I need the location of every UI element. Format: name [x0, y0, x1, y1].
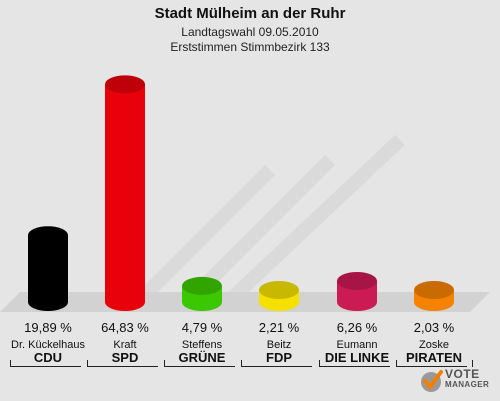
bar-die-linke: [337, 271, 377, 311]
category-tick: [472, 360, 473, 367]
value-label: 6,26 %: [336, 320, 378, 335]
logo-subtext: MANAGER: [445, 380, 490, 389]
category-underline: [320, 366, 390, 367]
party-label: GRÜNE: [178, 350, 226, 365]
category-tick: [87, 360, 88, 367]
chart-subtitle: Landtagswahl 09.05.2010: [181, 25, 319, 39]
checkmark-icon: [421, 370, 443, 392]
bar-fdp: [259, 281, 299, 311]
vote-manager-logo: VOTE MANAGER: [419, 366, 494, 396]
category-underline: [165, 366, 235, 367]
category-tick: [396, 360, 397, 367]
category-underline: [397, 366, 467, 367]
party-label: FDP: [266, 350, 292, 365]
category-underline: [11, 366, 81, 367]
value-label: 64,83 %: [101, 320, 149, 335]
candidate-label: Kraft: [113, 339, 137, 351]
category-tick: [164, 360, 165, 367]
party-label: DIE LINKE: [324, 350, 390, 365]
party-label: SPD: [111, 350, 139, 365]
bar-piraten: [414, 281, 454, 311]
value-label: 2,03 %: [413, 320, 455, 335]
bar-gr-ne: [182, 276, 222, 311]
logo-text: VOTE: [445, 367, 480, 381]
bar-spd: [105, 75, 145, 311]
chart-subtitle-2: Erststimmen Stimmbezirk 133: [170, 40, 330, 54]
candidate-label: Beitz: [266, 339, 292, 351]
value-label: 19,89 %: [24, 320, 72, 335]
value-label: 2,21 %: [258, 320, 300, 335]
chart-title: Stadt Mülheim an der Ruhr: [154, 5, 346, 22]
category-tick: [241, 360, 242, 367]
background-decoration: [135, 134, 405, 306]
category-underline: [88, 366, 158, 367]
party-label: PIRATEN: [405, 350, 463, 365]
category-underline: [242, 366, 312, 367]
candidate-label: Zoske: [419, 339, 449, 351]
candidate-label: Steffens: [181, 339, 223, 351]
candidate-label: Dr. Kückelhaus: [11, 339, 85, 351]
category-tick: [319, 360, 320, 367]
bar-cdu: [28, 226, 68, 311]
category-tick: [10, 360, 11, 367]
candidate-label: Eumann: [336, 339, 378, 351]
party-label: CDU: [33, 350, 63, 365]
value-label: 4,79 %: [181, 320, 223, 335]
